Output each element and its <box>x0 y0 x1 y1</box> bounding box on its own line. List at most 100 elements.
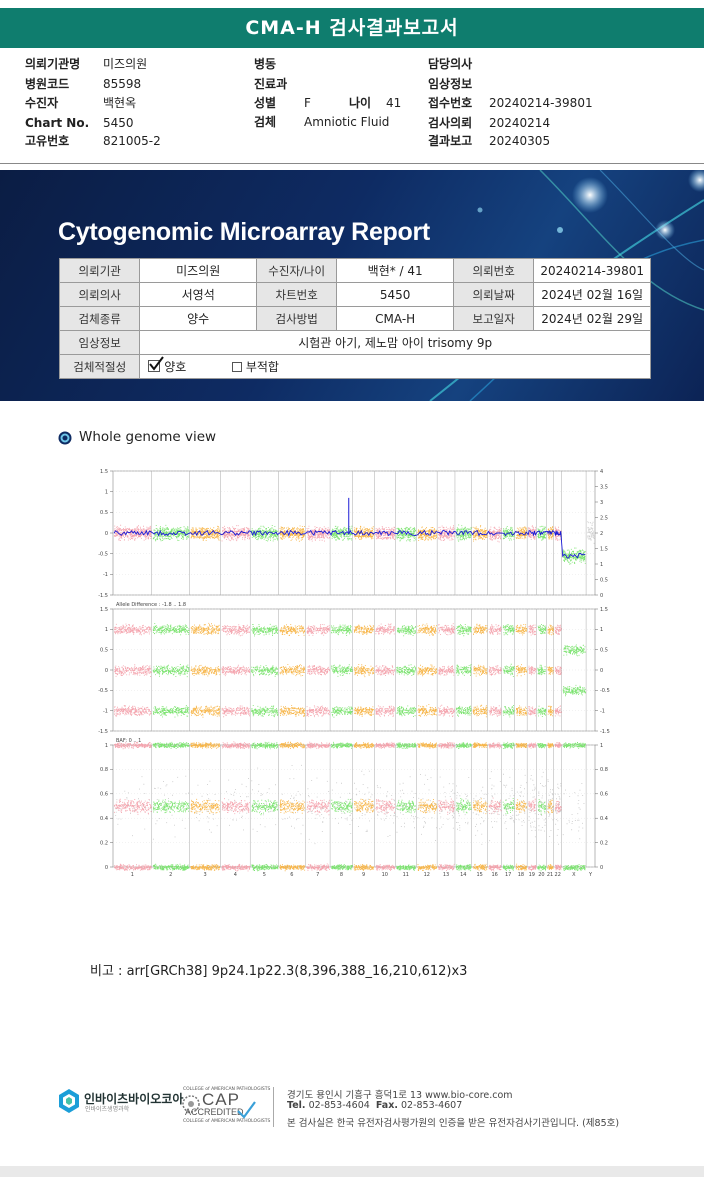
chromosome-baf-noise <box>537 771 547 832</box>
chromosome-allele-diff <box>279 624 306 636</box>
chromosome-allele-diff <box>331 624 352 636</box>
data-points <box>537 771 547 832</box>
chromosome-allele-diff <box>472 704 488 718</box>
dept-label: 진료과 <box>254 77 288 91</box>
chromosome-allele-diff <box>488 624 502 635</box>
chromosome-allele-diff <box>528 665 537 676</box>
chromosome-baf <box>152 863 190 871</box>
data-points <box>456 864 472 872</box>
chromosome-allele-diff <box>152 623 190 636</box>
chromosome-label: 13 <box>443 872 449 878</box>
info-label: 임상정보 <box>428 77 473 91</box>
data-points <box>537 705 547 717</box>
chromosome-baf <box>456 864 472 872</box>
chromosome-allele-diff <box>456 705 472 717</box>
chromosome-baf <box>114 798 152 815</box>
chromosome-allele-diff <box>554 624 562 635</box>
chromosome-baf <box>331 864 353 871</box>
chromosome-logratio <box>251 525 279 542</box>
data-points <box>152 863 190 871</box>
chromosome-baf <box>279 864 306 872</box>
info-value: 5450 <box>103 116 134 130</box>
chromosome-allele-diff <box>306 705 330 718</box>
data-points <box>375 741 395 749</box>
chromosome-baf <box>438 742 455 749</box>
left-tick-label: -1 <box>103 572 108 578</box>
chromosome-baf <box>396 742 417 749</box>
chromosome-logratio <box>562 547 586 565</box>
chromosome-allele-diff <box>375 665 396 676</box>
chromosome-allele-diff <box>537 664 546 676</box>
cap-accredited-text: ACCREDITED <box>185 1107 244 1117</box>
right-tick-label: 0.4 <box>600 816 608 822</box>
chromosome-allele-diff <box>152 705 190 718</box>
data-points <box>353 664 375 678</box>
chromosome-allele-diff <box>456 624 472 637</box>
info-label: 수진자 <box>25 96 59 110</box>
left-tick-label: -0.5 <box>98 551 108 557</box>
data-points <box>502 798 515 815</box>
table-header-cell: 의뢰기관 <box>58 258 141 283</box>
data-points <box>114 664 152 677</box>
info-value: 20240214 <box>489 116 551 130</box>
data-points <box>554 624 562 635</box>
right-tick-label: -0.5 <box>600 688 610 694</box>
data-points <box>306 863 330 871</box>
baf-caption: BAF: 0 .. 1 <box>116 738 141 744</box>
data-points <box>515 664 528 677</box>
checkbox-empty-icon[interactable] <box>231 362 242 372</box>
chromosome-baf <box>502 798 515 815</box>
data-points <box>331 864 353 871</box>
info-label: 검사의뢰 <box>428 116 473 130</box>
data-points <box>515 863 527 871</box>
data-points <box>396 864 417 871</box>
data-points <box>114 863 152 871</box>
banner-title: Cytogenomic Microarray Report <box>58 218 430 246</box>
chromosome-baf-noise <box>417 774 437 841</box>
data-points <box>502 663 515 677</box>
info-label: 의뢰기관명 <box>25 57 81 71</box>
chromosome-allele-diff <box>488 665 502 676</box>
data-points <box>489 771 501 842</box>
data-points <box>515 526 527 540</box>
data-points <box>354 798 375 813</box>
data-points <box>502 741 515 749</box>
checkbox-checked-icon[interactable] <box>148 356 165 372</box>
specimen-value: Amniotic Fluid <box>304 115 390 129</box>
chromosome-baf-noise <box>503 773 515 830</box>
chromosome-allele-diff <box>547 624 554 636</box>
chromosome-allele-diff <box>473 664 488 677</box>
data-points <box>251 705 279 718</box>
left-tick-label: 0.4 <box>100 816 108 822</box>
data-points <box>563 644 586 657</box>
chromosome-allele-diff <box>528 706 537 717</box>
info-label: Chart No. <box>25 116 90 130</box>
data-points <box>279 525 306 542</box>
data-points <box>375 665 396 676</box>
divider <box>0 163 704 164</box>
chromosome-label: 5 <box>263 872 266 878</box>
data-points <box>251 799 279 816</box>
data-points <box>279 741 306 749</box>
data-points <box>438 704 455 717</box>
chromosome-logratio <box>528 525 537 540</box>
chromosome-baf <box>547 742 554 749</box>
data-points <box>456 664 472 676</box>
chromosome-allele-diff <box>190 664 221 677</box>
data-points <box>417 623 437 636</box>
chromosome-label: 12 <box>424 872 430 878</box>
chromosome-baf <box>456 798 472 814</box>
chromosome-baf <box>537 864 547 872</box>
chromosome-label: 22 <box>555 872 561 878</box>
chromosome-logratio <box>221 525 251 542</box>
chromosome-allele-diff <box>331 706 353 718</box>
chromosome-baf <box>375 798 396 815</box>
chromosome-baf <box>417 742 437 749</box>
left-tick-label: 1 <box>105 627 108 633</box>
chromosome-allele-diff <box>331 664 353 677</box>
data-points <box>375 623 396 635</box>
chromosome-label: Y <box>588 872 593 878</box>
chromosome-allele-diff <box>438 665 455 676</box>
tel-label: Tel. <box>287 1100 306 1111</box>
chromosome-label: 20 <box>538 872 544 878</box>
